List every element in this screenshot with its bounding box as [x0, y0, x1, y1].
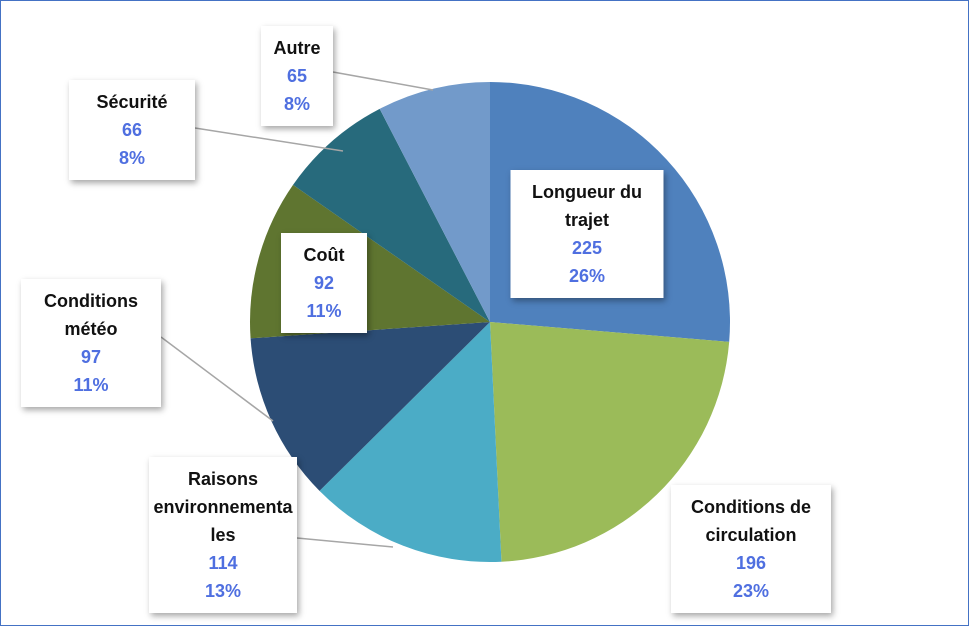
leader-line — [332, 71, 434, 91]
value-label: 65 — [286, 66, 308, 86]
category-name: Coût — [303, 245, 345, 265]
pie-slice — [250, 322, 490, 491]
percent-label: 11% — [73, 375, 109, 395]
leader-line — [194, 127, 344, 152]
percent-label: 11% — [306, 301, 342, 321]
pie-slice — [490, 322, 730, 562]
percent-label: 23% — [732, 581, 770, 601]
value-label: 66 — [121, 120, 143, 140]
data-label: Raisons environnementales 114 13% — [149, 457, 297, 613]
data-label: Coût 92 11% — [281, 233, 367, 333]
pie-slice — [379, 82, 490, 322]
category-name: Longueur du trajet — [532, 182, 642, 230]
category-name: Raisons environnementales — [153, 469, 293, 545]
category-name: Autre — [273, 38, 321, 58]
pie-slice — [319, 322, 502, 562]
pie-slice — [293, 108, 490, 322]
leader-line — [296, 537, 394, 548]
value-label: 225 — [571, 238, 603, 258]
percent-label: 8% — [283, 94, 310, 114]
data-label: Conditions de circulation 196 23% — [671, 485, 831, 613]
percent-label: 13% — [204, 581, 242, 601]
percent-label: 8% — [118, 148, 145, 168]
value-label: 114 — [208, 553, 238, 573]
data-label: Autre 65 8% — [261, 26, 333, 126]
data-label: Conditions météo 97 11% — [21, 279, 161, 407]
leader-line — [160, 336, 274, 422]
value-label: 97 — [80, 347, 102, 367]
data-label: Longueur du trajet 225 26% — [510, 170, 664, 298]
value-label: 196 — [735, 553, 767, 573]
percent-label: 26% — [568, 266, 606, 286]
category-name: Sécurité — [96, 92, 168, 112]
category-name: Conditions météo — [44, 291, 138, 339]
category-name: Conditions de circulation — [691, 497, 811, 545]
value-label: 92 — [313, 273, 335, 293]
data-label: Sécurité 66 8% — [69, 80, 195, 180]
